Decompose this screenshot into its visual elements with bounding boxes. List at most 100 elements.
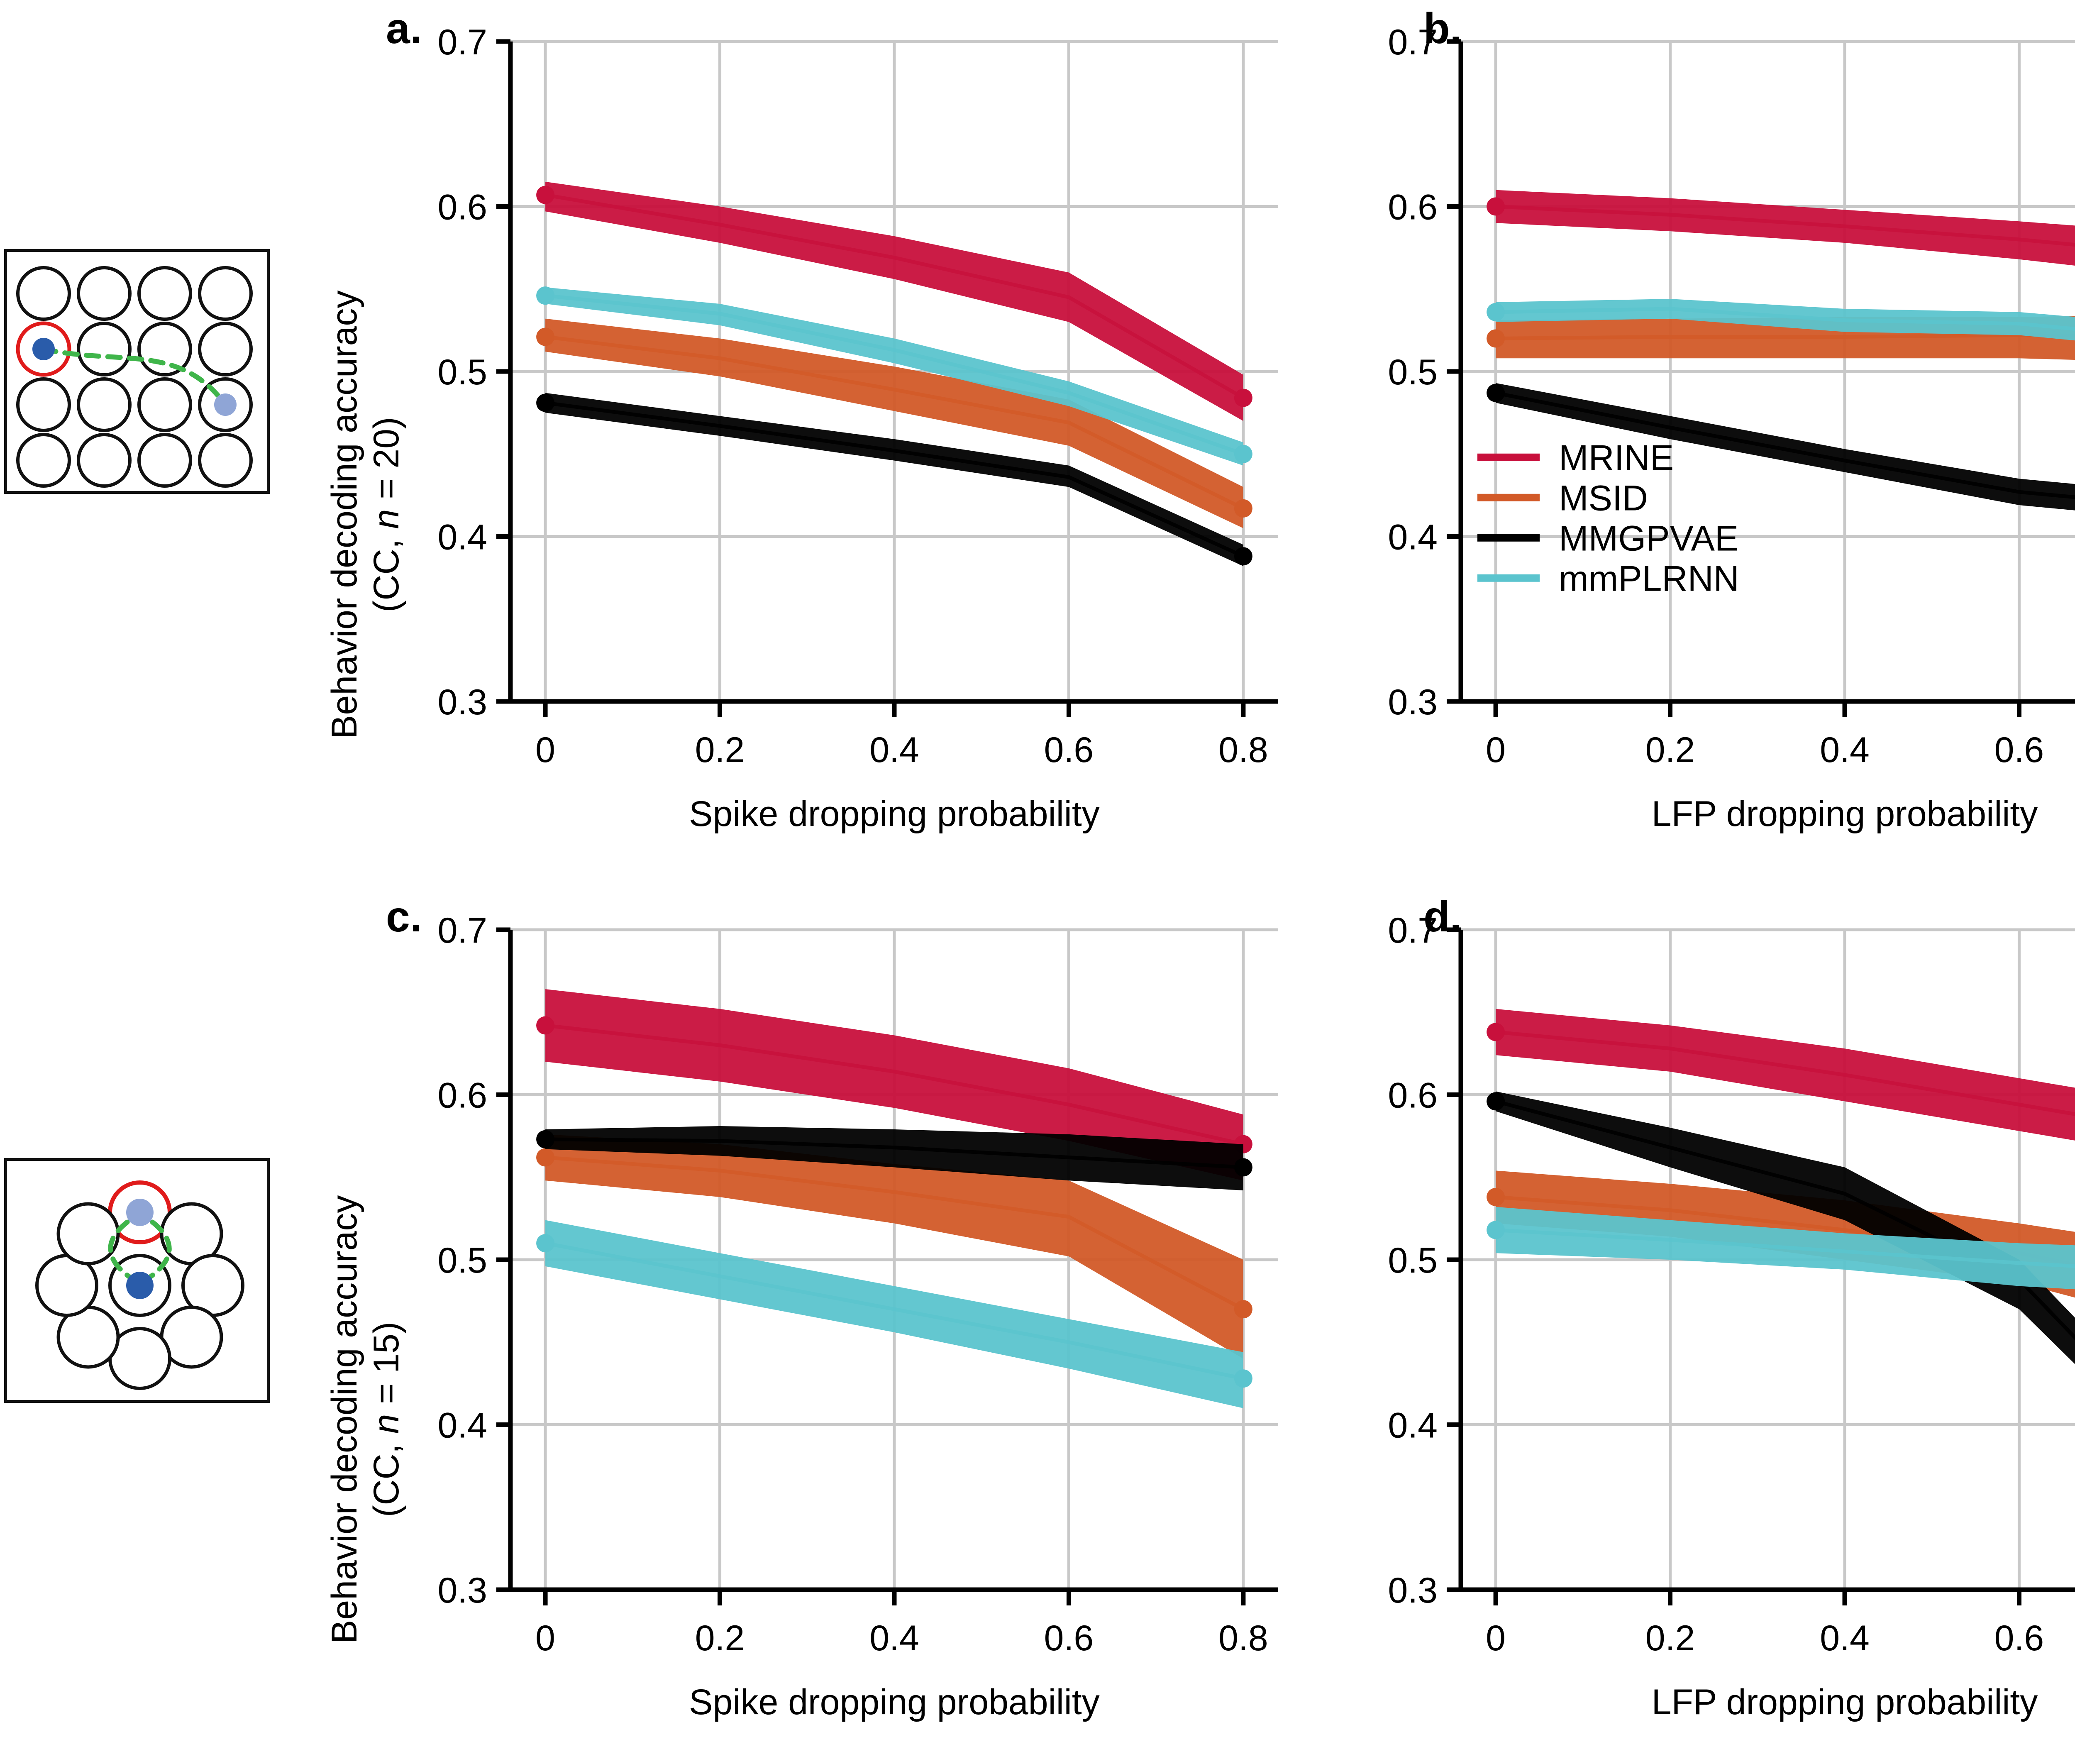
series-band-mmplrnn xyxy=(545,1220,1243,1408)
x-tick-label: 0 xyxy=(535,1618,555,1658)
series-line-msid xyxy=(545,1156,1245,1311)
panel-letter-a: a. xyxy=(386,5,422,53)
series-marker-mmplrnn xyxy=(1234,1369,1252,1388)
series-marker-mmplrnn xyxy=(536,1234,555,1253)
series-marker-mmgpvae xyxy=(1234,1158,1252,1177)
inset-grid-task xyxy=(4,249,270,494)
series-line-mrine xyxy=(1495,205,2075,247)
legend-label-mmplrnn: mmPLRNN xyxy=(1559,559,1739,599)
target-circle xyxy=(77,266,132,321)
y-tick-label: 0.6 xyxy=(437,1076,487,1116)
series-line-msid xyxy=(1496,333,2075,340)
series-marker-mmplrnn xyxy=(1487,1221,1505,1239)
legend-label-mrine: MRINE xyxy=(1559,438,1674,478)
series-marker-msid xyxy=(1234,1300,1252,1319)
target-circle xyxy=(137,377,192,432)
x-axis-label: Spike dropping probability xyxy=(689,1682,1100,1722)
series-line-mrine xyxy=(1495,1030,2075,1116)
y-tick-label: 0.5 xyxy=(437,1241,487,1280)
y-tick-label: 0.5 xyxy=(1388,352,1438,392)
y-tick-label: 0.6 xyxy=(1388,1076,1438,1116)
target-circle xyxy=(198,266,253,321)
series-marker-msid xyxy=(1234,499,1252,518)
reach-trajectory xyxy=(140,1213,172,1285)
series-line-mmplrnn xyxy=(545,1241,1244,1380)
series-band-msid xyxy=(545,318,1243,528)
series-band-mrine xyxy=(1496,190,2075,266)
series-marker-mrine xyxy=(536,186,555,204)
x-axis-label: LFP dropping probability xyxy=(1652,1682,2038,1722)
series-marker-msid xyxy=(536,327,555,346)
y-tick-label: 0.3 xyxy=(437,1571,487,1610)
cursor-start-dot xyxy=(126,1272,154,1299)
y-axis-label-c-line1: Behavior decoding accuracy xyxy=(325,1195,364,1644)
series-band-mmgpvae xyxy=(1496,1091,2075,1364)
x-tick-label: 0.8 xyxy=(1218,1618,1268,1658)
x-tick-label: 0.2 xyxy=(1645,730,1695,770)
target-circle xyxy=(56,1202,120,1266)
target-circle xyxy=(137,433,192,488)
x-tick-label: 0.4 xyxy=(869,730,919,770)
y-tick-label: 0.6 xyxy=(437,188,487,227)
chart-panel-b: 0.30.40.50.60.700.20.40.60.8LFP dropping… xyxy=(1388,25,2075,834)
y-tick-label: 0.3 xyxy=(1388,1571,1438,1610)
series-line-msid xyxy=(545,335,1244,510)
y-tick-label: 0.4 xyxy=(437,518,487,557)
series-band-mmgpvae xyxy=(1496,383,2075,511)
x-tick-label: 0 xyxy=(1486,730,1506,770)
x-tick-label: 0.4 xyxy=(1820,730,1870,770)
series-line-mmgpvae xyxy=(1495,391,2075,499)
series-line-mmgpvae xyxy=(545,1137,1244,1169)
inset-center-out-task xyxy=(4,1158,270,1403)
target-circle xyxy=(16,377,71,432)
series-line-mmplrnn xyxy=(1496,307,2075,331)
series-marker-mmgpvae xyxy=(536,1130,555,1148)
series-marker-mmplrnn xyxy=(536,286,555,305)
series-marker-mrine xyxy=(1487,1023,1505,1041)
series-band-mrine xyxy=(545,181,1243,421)
legend-label-msid: MSID xyxy=(1559,479,1648,518)
series-marker-msid xyxy=(536,1148,555,1167)
x-tick-label: 0.4 xyxy=(869,1618,919,1658)
series-marker-mrine xyxy=(1487,197,1505,216)
target-circle xyxy=(198,433,253,488)
target-circle xyxy=(198,322,253,376)
x-tick-label: 0.2 xyxy=(695,730,745,770)
chart-panel-d: 0.30.40.50.60.700.20.40.60.8LFP dropping… xyxy=(1388,913,2075,1722)
series-band-msid xyxy=(545,1134,1243,1359)
panel-letter-d: d. xyxy=(1423,893,1462,941)
y-tick-label: 0.4 xyxy=(1388,518,1438,557)
panel-letter-b: b. xyxy=(1423,5,1462,53)
target-circle xyxy=(137,266,192,321)
y-tick-label: 0.3 xyxy=(1388,682,1438,722)
x-tick-label: 0 xyxy=(1486,1618,1506,1658)
series-marker-mmplrnn xyxy=(1487,303,1505,321)
chart-panel-c: 0.3 0.4 0.5 0.6 0.7 0 0.2 0.4 0.6 0.8 Spike droppi… xyxy=(437,913,1278,1722)
series-marker-mmplrnn xyxy=(1234,445,1252,463)
x-axis-label: LFP dropping probability xyxy=(1652,794,2038,834)
target-circle xyxy=(77,433,132,488)
series-marker-msid xyxy=(1487,329,1505,348)
series-marker-mrine xyxy=(536,1016,555,1035)
y-tick-label: 0.7 xyxy=(437,25,487,62)
chart-panel-a: 0.3 0.4 0.5 0.6 0.7 0 0.2 0.4 0.6 0.8 Spike droppi… xyxy=(437,25,1278,834)
series-line-mrine xyxy=(545,1024,1244,1146)
x-tick-label: 0.4 xyxy=(1820,1618,1870,1658)
y-tick-label: 0.3 xyxy=(437,682,487,722)
y-tick-label: 0.7 xyxy=(1388,25,1438,62)
y-axis-label-a-line1: Behavior decoding accuracy xyxy=(325,290,364,739)
series-line-msid xyxy=(1495,1195,2075,1267)
series-band-mrine xyxy=(545,989,1243,1181)
reach-trajectory xyxy=(108,1213,140,1285)
x-tick-label: 0 xyxy=(535,730,555,770)
target-circle xyxy=(77,377,132,432)
cursor-end-dot xyxy=(214,393,237,416)
y-tick-label: 0.4 xyxy=(1388,1406,1438,1446)
series-line-mmplrnn xyxy=(545,293,1244,456)
x-tick-label: 0.8 xyxy=(1218,730,1268,770)
series-marker-mrine xyxy=(1234,388,1252,407)
y-tick-label: 0.6 xyxy=(1388,188,1438,227)
series-marker-mmgpvae xyxy=(1234,547,1252,566)
target-circle xyxy=(16,433,71,488)
